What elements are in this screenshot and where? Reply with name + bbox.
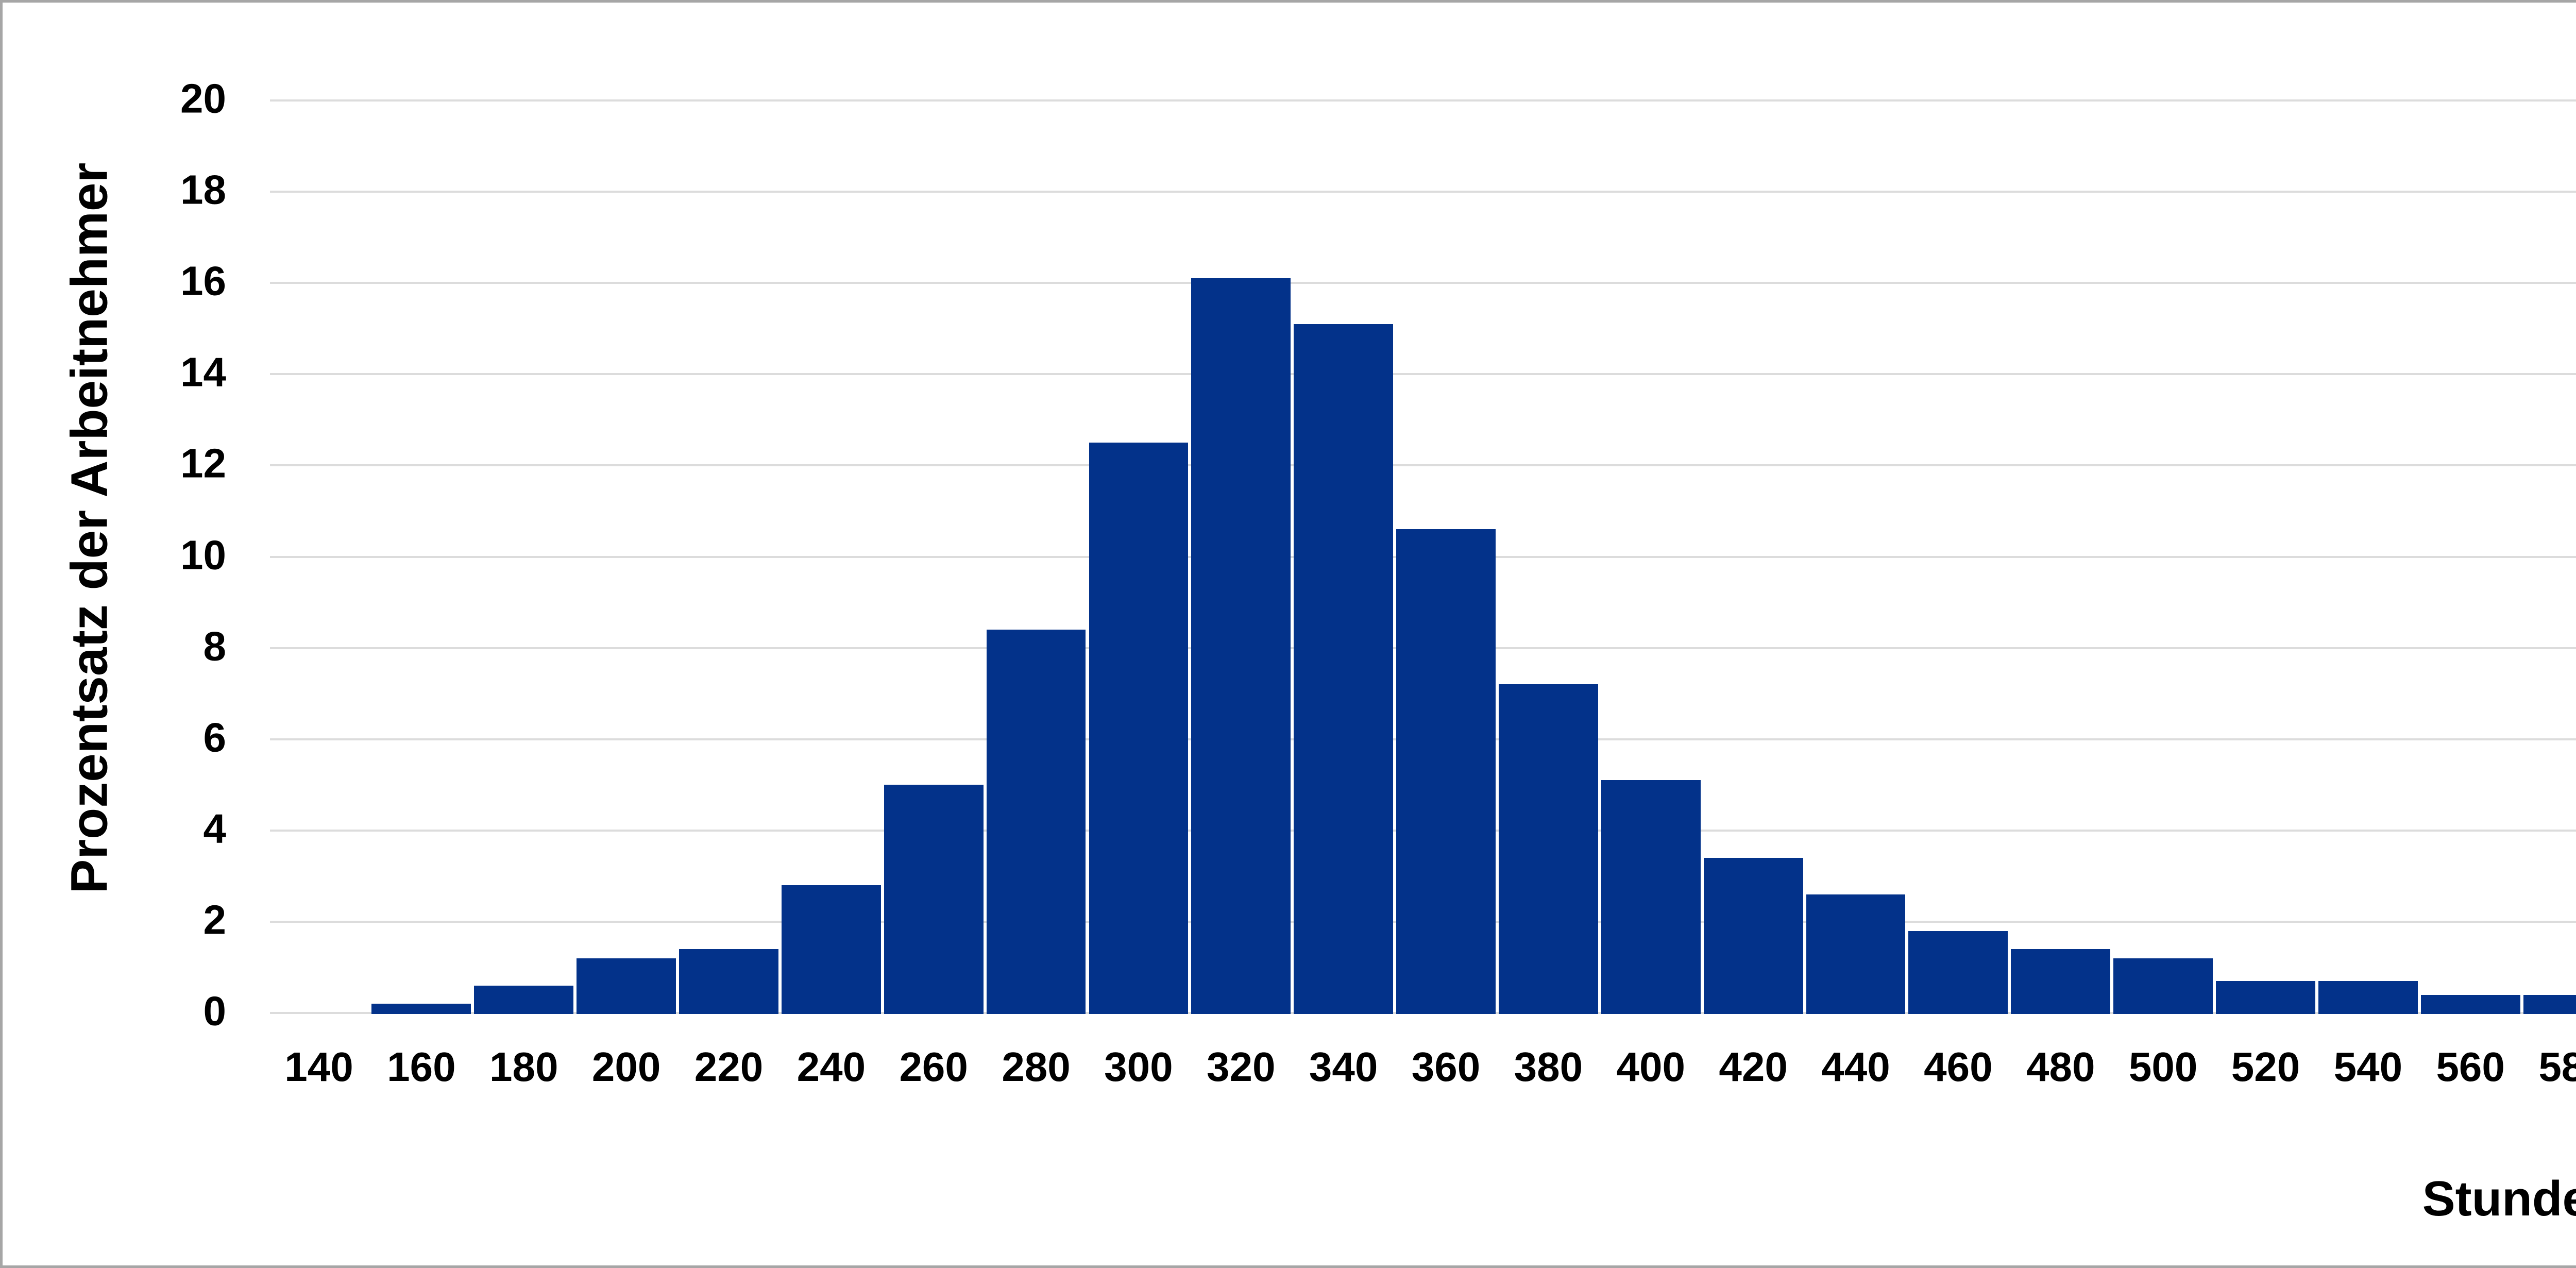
x-tick-label: 140 xyxy=(284,1044,353,1090)
histogram-bar xyxy=(577,958,676,1014)
histogram-bar xyxy=(1191,278,1291,1014)
gridline xyxy=(270,191,2576,193)
histogram-bar xyxy=(2216,981,2315,1014)
x-tick-label: 540 xyxy=(2333,1044,2403,1090)
x-tick-label: 380 xyxy=(1514,1044,1583,1090)
y-tick-label: 20 xyxy=(180,75,226,122)
x-tick-label: 520 xyxy=(2231,1044,2300,1090)
y-tick-label: 2 xyxy=(203,897,227,943)
x-tick-label: 240 xyxy=(796,1044,866,1090)
histogram-bar xyxy=(2318,981,2418,1014)
x-tick-label: 440 xyxy=(1821,1044,1890,1090)
x-tick-label: 320 xyxy=(1207,1044,1276,1090)
x-tick-label: 180 xyxy=(489,1044,558,1090)
histogram-bar xyxy=(884,785,984,1014)
y-tick-label: 0 xyxy=(203,988,227,1034)
x-tick-label: 460 xyxy=(1924,1044,1993,1090)
y-tick-label: 18 xyxy=(180,166,226,213)
x-tick-label: 260 xyxy=(899,1044,968,1090)
histogram-bar xyxy=(2011,949,2111,1014)
y-tick-label: 4 xyxy=(203,805,227,852)
histogram-bar xyxy=(1601,780,1701,1014)
histogram-bar xyxy=(1908,931,2008,1014)
x-tick-label: 160 xyxy=(387,1044,456,1090)
x-tick-label: 340 xyxy=(1309,1044,1378,1090)
histogram-bar xyxy=(1294,324,1394,1014)
histogram-bar xyxy=(679,949,778,1014)
histogram-bar xyxy=(1703,857,1803,1014)
x-tick-label: 300 xyxy=(1104,1044,1173,1090)
histogram-bar xyxy=(2420,994,2520,1014)
y-tick-label: 6 xyxy=(203,714,227,760)
histogram-bar xyxy=(1396,529,1496,1014)
x-tick-label: 400 xyxy=(1616,1044,1685,1090)
histogram-bar xyxy=(474,985,574,1014)
y-tick-label: 8 xyxy=(203,622,227,669)
histogram-bar xyxy=(781,885,881,1014)
x-tick-label: 500 xyxy=(2128,1044,2198,1090)
histogram-bar xyxy=(2523,994,2576,1014)
histogram-bar xyxy=(986,630,1086,1014)
gridline xyxy=(270,282,2576,284)
y-tick-label: 10 xyxy=(180,531,226,578)
x-tick-label: 280 xyxy=(1002,1044,1071,1090)
gridline xyxy=(270,373,2576,376)
y-tick-label: 14 xyxy=(180,349,226,395)
x-tick-label: 200 xyxy=(591,1044,661,1090)
histogram-bar xyxy=(371,1004,471,1014)
x-tick-label: 560 xyxy=(2436,1044,2505,1090)
y-tick-label: 16 xyxy=(180,258,226,304)
x-tick-label: 580 xyxy=(2538,1044,2576,1090)
x-tick-label: 420 xyxy=(1719,1044,1788,1090)
gridline xyxy=(270,99,2576,102)
histogram-bar xyxy=(1089,443,1189,1014)
x-axis-title: Stundensatz in dänischen Kronen xyxy=(2422,1171,2576,1226)
histogram-bar xyxy=(1806,894,1906,1014)
x-tick-label: 360 xyxy=(1411,1044,1481,1090)
histogram-bar xyxy=(2113,958,2213,1014)
x-tick-label: 480 xyxy=(2026,1044,2095,1090)
x-tick-label: 220 xyxy=(694,1044,764,1090)
y-tick-label: 12 xyxy=(180,440,226,486)
histogram-bar xyxy=(1498,684,1598,1014)
gridline xyxy=(270,464,2576,467)
